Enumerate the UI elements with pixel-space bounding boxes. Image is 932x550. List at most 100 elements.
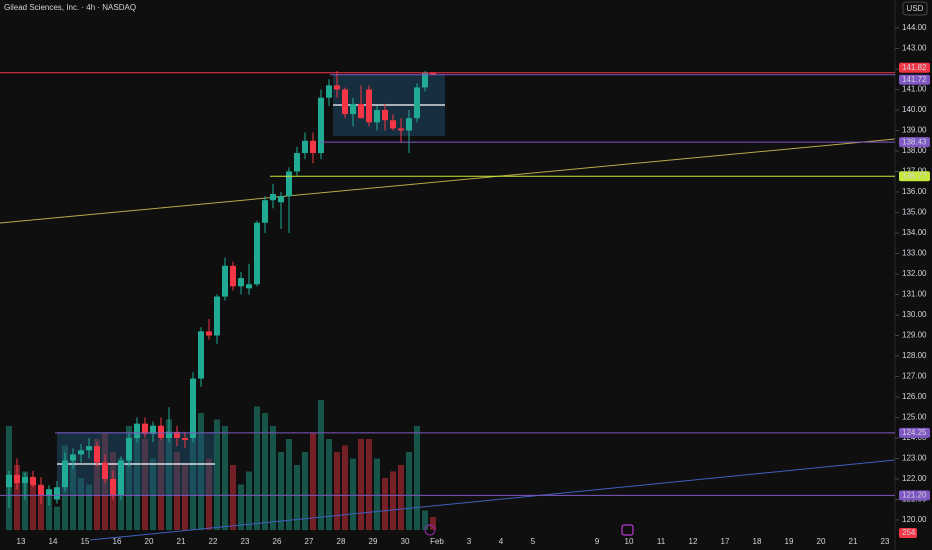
candle-body [302,140,308,154]
volume-bar [38,484,44,530]
candle-body [422,73,428,88]
candle-body [174,431,180,438]
y-tick-label: 132.00 [902,269,927,278]
y-tick-label: 127.00 [902,372,927,381]
volume-bar [214,419,220,530]
candle-body [118,460,124,496]
x-tick-label: 23 [241,537,250,546]
volume-bar [414,426,420,530]
y-tick-label: 143.00 [902,44,927,53]
candle-body [206,331,212,336]
candle-body [334,85,340,90]
y-tick-label: 122.00 [902,474,927,483]
volume-bar [326,439,332,530]
volume-bar [286,439,292,530]
level-tag [899,74,930,85]
y-tick-label: 129.00 [902,331,927,340]
candle-body [126,438,132,461]
x-tick-label: 10 [625,537,634,546]
y-tick-label: 123.00 [902,454,927,463]
x-tick-label: 18 [753,537,762,546]
candle-body [6,474,12,488]
x-tick-label: 30 [401,537,410,546]
candle-body [414,87,420,119]
candle-body [54,487,60,500]
x-tick-label: 16 [113,537,122,546]
candle-body [262,200,268,223]
y-tick-label: 130.00 [902,310,927,319]
candle-body [342,89,348,115]
candle-body [430,73,436,75]
y-tick-label: 133.00 [902,249,927,258]
volume-bar [182,465,188,530]
x-tick-label: 9 [595,537,600,546]
y-tick-label: 128.00 [902,351,927,360]
x-tick-label: 14 [49,537,58,546]
volume-bar [54,506,60,530]
volume-bar [310,432,316,530]
level-tag [899,490,930,501]
volume-bar [358,439,364,530]
candle-body [294,153,300,172]
volume-bar [366,439,372,530]
candle-body [102,462,108,479]
x-tick-label: 23 [881,537,890,546]
x-tick-label: 19 [785,537,794,546]
candle-body [390,120,396,129]
currency-box[interactable] [902,1,928,16]
volume-bar [342,445,348,530]
candle-body [398,128,404,131]
x-tick-label: 21 [849,537,858,546]
volume-bar [246,471,252,530]
volume-bar [374,458,380,530]
candle-body [286,171,292,197]
y-tick-label: 137.00 [902,167,927,176]
x-tick-label: 26 [273,537,282,546]
x-tick-label: Feb [430,537,444,546]
candle-body [254,222,260,285]
y-tick-label: 140.00 [902,105,927,114]
event-icon[interactable] [621,524,634,536]
candle-body [374,110,380,123]
y-tick-label: 135.00 [902,208,927,217]
level-label: 124.25 [902,428,927,437]
candle-body [214,296,220,336]
y-tick-label: 126.00 [902,392,927,401]
candle-body [142,423,148,434]
volume-bar [22,471,28,530]
volume-bar [318,400,324,530]
y-tick-label: 138.00 [902,146,927,155]
event-icon[interactable] [424,524,436,536]
candle-body [78,450,84,455]
volume-bar [422,510,428,530]
volume-bar [238,484,244,530]
volume-bar [334,452,340,530]
level-tag [899,427,930,438]
y-tick-label: 136.00 [902,187,927,196]
y-tick-label: 141.00 [902,85,927,94]
volume-bar [78,478,84,530]
candle-body [14,474,20,484]
volume-bar [294,465,300,530]
trendline [89,459,896,541]
candle-body [350,103,356,115]
level-label: 141.72 [902,75,927,84]
volume-bar [30,478,36,530]
candle-body [110,479,116,496]
candle-body [358,103,364,119]
candle-body [86,446,92,451]
candle-body [30,476,36,486]
level-label: 141.82 [902,63,927,72]
candle-body [310,140,316,154]
volume-bar [14,465,20,530]
volume-bar [406,452,412,530]
x-tick-label: 3 [467,537,472,546]
y-tick-label: 120.00 [902,515,927,524]
candle-body [246,284,252,289]
y-tick-label: 139.00 [902,126,927,135]
volume-bar [86,484,92,530]
currency[interactable]: USD [907,4,924,13]
candle-body [62,460,68,488]
